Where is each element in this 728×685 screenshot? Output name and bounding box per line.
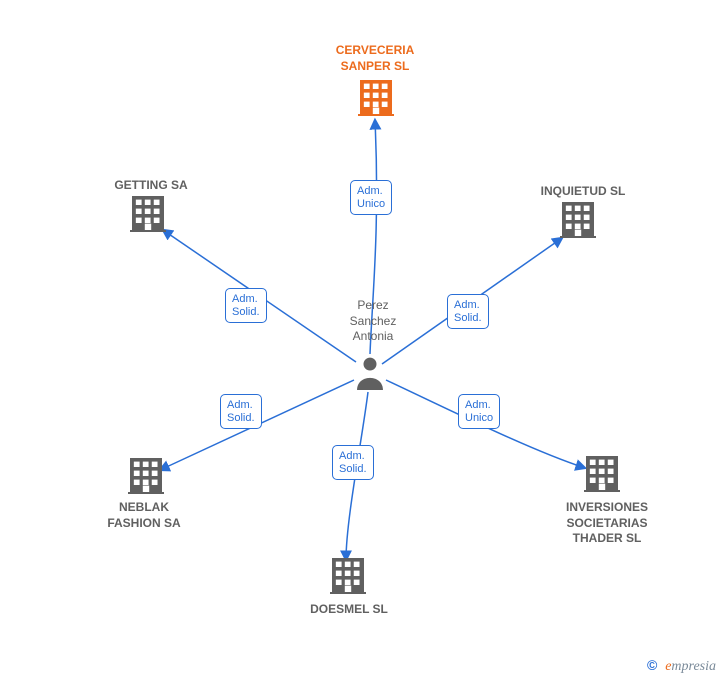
edge-badge-neblak: Adm. Solid. [220, 394, 262, 429]
edge-badge-inquietud: Adm. Solid. [447, 294, 489, 329]
company-label-inquietud: INQUIETUD SL [523, 184, 643, 200]
center-person-label: Perez Sanchez Antonia [333, 298, 413, 345]
company-label-neblak: NEBLAK FASHION SA [84, 500, 204, 531]
company-label-cerveceria: CERVECERIA SANPER SL [310, 43, 440, 74]
edge-badge-doesmel: Adm. Solid. [332, 445, 374, 480]
edge-badge-getting: Adm. Solid. [225, 288, 267, 323]
edge-badge-inversiones: Adm. Unico [458, 394, 500, 429]
building-icon [330, 558, 366, 594]
company-label-doesmel: DOESMEL SL [289, 602, 409, 618]
company-label-getting: GETTING SA [96, 178, 206, 194]
copyright-symbol: © [647, 657, 657, 673]
person-icon [357, 358, 383, 390]
watermark: © empresia [647, 657, 716, 675]
building-icon [358, 80, 394, 116]
building-icon [130, 196, 166, 232]
building-icon [584, 456, 620, 492]
building-icon [128, 458, 164, 494]
edge-badge-cerveceria: Adm. Unico [350, 180, 392, 215]
company-label-inversiones: INVERSIONES SOCIETARIAS THADER SL [542, 500, 672, 547]
building-icon [560, 202, 596, 238]
brand-rest: mpresia [671, 659, 716, 674]
